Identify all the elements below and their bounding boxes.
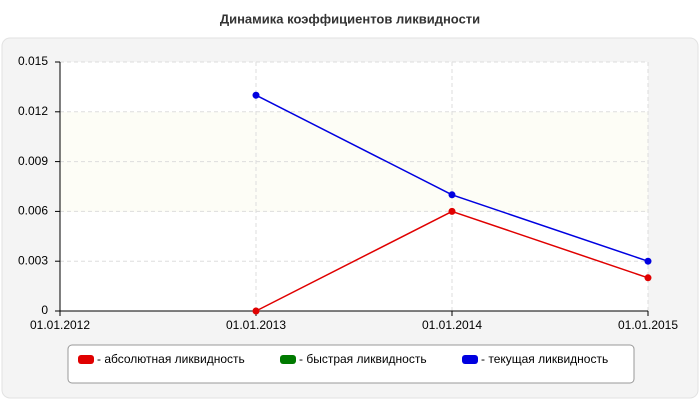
y-tick-label: 0.015 (18, 54, 48, 68)
legend-swatch (280, 355, 296, 364)
legend-swatch (462, 355, 478, 364)
point (448, 207, 456, 215)
point (448, 191, 456, 199)
point (252, 307, 260, 315)
y-tick-label: 0.003 (18, 253, 48, 267)
x-tick-label: 01.01.2014 (422, 318, 482, 332)
x-tick-label: 01.01.2013 (226, 318, 286, 332)
legend-label: - быстрая ликвидность (299, 352, 427, 366)
y-tick-label: 0.006 (18, 204, 48, 218)
chart-title: Динамика коэффициентов ликвидности (220, 11, 480, 26)
x-tick-label: 01.01.2012 (30, 318, 90, 332)
x-tick-label: 01.01.2015 (618, 318, 678, 332)
point (644, 257, 652, 265)
point (252, 91, 260, 99)
point (644, 274, 652, 282)
y-tick-label: 0.009 (18, 154, 48, 168)
legend-label: - текущая ликвидность (481, 352, 608, 366)
legend (67, 344, 635, 384)
legend-swatch (78, 355, 94, 364)
y-tick-label: 0 (41, 303, 48, 317)
y-tick-label: 0.012 (18, 104, 48, 118)
legend-label: - абсолютная ликвидность (97, 352, 245, 366)
